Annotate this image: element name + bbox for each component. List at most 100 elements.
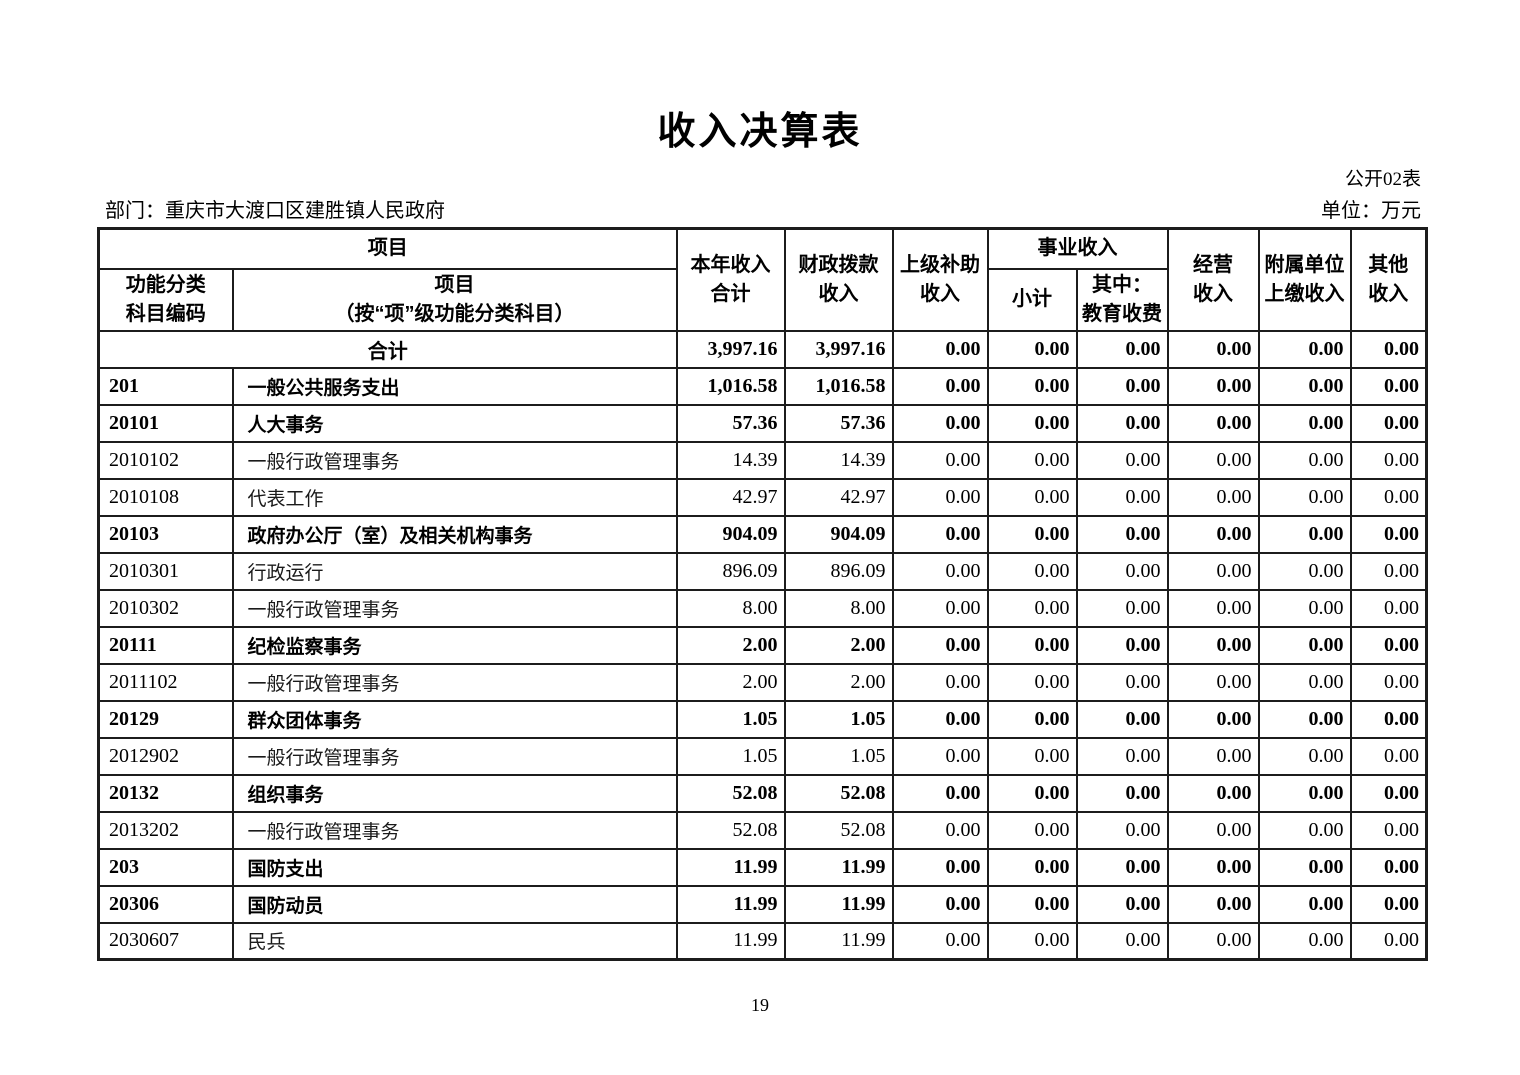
- value-cell: 57.36: [675, 403, 786, 443]
- revenue-table: 项目 本年收入 合计 财政拨款 收入 上级补助 收入 事业收入 经营 收入 附属…: [97, 227, 1428, 961]
- row-item-name: 国防支出: [231, 847, 678, 887]
- value-cell: 0.00: [1075, 773, 1169, 813]
- value-cell: 0.00: [891, 847, 989, 887]
- value-cell: 0.00: [891, 736, 989, 776]
- table-row: 2010102 一般行政管理事务 14.39 14.39 0.00 0.00 0.00 0.0…: [97, 440, 1428, 480]
- value-cell: 11.99: [783, 921, 894, 961]
- value-cell: 0.00: [1166, 921, 1260, 961]
- value-cell: 42.97: [783, 477, 894, 517]
- value-cell: 0.00: [1349, 773, 1428, 813]
- value-cell: 0.00: [1166, 699, 1260, 739]
- table-row: 2012902 一般行政管理事务 1.05 1.05 0.00 0.00 0.00 0.00 0…: [97, 736, 1428, 776]
- table-row: 2030607 民兵 11.99 11.99 0.00 0.00 0.00 0.00 0.00 0…: [97, 921, 1428, 961]
- value-cell: 0.00: [986, 773, 1078, 813]
- value-cell: 0.00: [1166, 514, 1260, 554]
- value-cell: 0.00: [891, 773, 989, 813]
- row-function-code: 2012902: [97, 736, 234, 776]
- value-cell: 11.99: [783, 884, 894, 924]
- value-cell: 0.00: [1257, 514, 1352, 554]
- value-cell: 0.00: [1257, 588, 1352, 628]
- value-cell: 11.99: [675, 847, 786, 887]
- value-cell: 0.00: [1257, 736, 1352, 776]
- value-cell: 904.09: [675, 514, 786, 554]
- table-row: 2010108 代表工作 42.97 42.97 0.00 0.00 0.00 0.00 0.0…: [97, 477, 1428, 517]
- value-cell: 0.00: [1257, 329, 1352, 369]
- value-cell: 904.09: [783, 514, 894, 554]
- value-cell: 0.00: [986, 736, 1078, 776]
- row-item-name: 民兵: [231, 921, 678, 961]
- value-cell: 0.00: [986, 884, 1078, 924]
- department-label: 部门：重庆市大渡口区建胜镇人民政府: [105, 200, 445, 222]
- value-cell: 0.00: [1075, 551, 1169, 591]
- header-fiscal-appropriation: 财政拨款 收入: [783, 227, 894, 332]
- value-cell: 0.00: [1257, 699, 1352, 739]
- value-cell: 0.00: [1349, 440, 1428, 480]
- row-function-code: 20103: [97, 514, 234, 554]
- unit-label: 单位：万元: [1321, 200, 1421, 222]
- row-function-code: 2011102: [97, 662, 234, 702]
- value-cell: 0.00: [1075, 847, 1169, 887]
- table-row: 2013202 一般行政管理事务 52.08 52.08 0.00 0.00 0.00 0.0…: [97, 810, 1428, 850]
- row-function-code: 201: [97, 366, 234, 406]
- value-cell: 1.05: [783, 699, 894, 739]
- value-cell: 2.00: [675, 662, 786, 702]
- value-cell: 0.00: [1257, 625, 1352, 665]
- table-row: 合计 3,997.16 3,997.16 0.00 0.00 0.00 0.00 0.00 0.…: [97, 329, 1428, 369]
- value-cell: 0.00: [986, 588, 1078, 628]
- value-cell: 0.00: [1257, 477, 1352, 517]
- value-cell: 0.00: [1075, 329, 1169, 369]
- value-cell: 896.09: [783, 551, 894, 591]
- value-cell: 1,016.58: [675, 366, 786, 406]
- value-cell: 11.99: [675, 921, 786, 961]
- row-function-code: 20129: [97, 699, 234, 739]
- value-cell: 0.00: [891, 810, 989, 850]
- page-number: 19: [751, 995, 769, 1015]
- value-cell: 0.00: [1349, 403, 1428, 443]
- value-cell: 0.00: [1166, 551, 1260, 591]
- value-cell: 0.00: [1257, 921, 1352, 961]
- value-cell: 14.39: [675, 440, 786, 480]
- table-body: 合计 3,997.16 3,997.16 0.00 0.00 0.00 0.00 0.00 0.…: [97, 329, 1428, 961]
- value-cell: 0.00: [891, 403, 989, 443]
- value-cell: 0.00: [1257, 810, 1352, 850]
- value-cell: 52.08: [783, 773, 894, 813]
- value-cell: 0.00: [1349, 329, 1428, 369]
- value-cell: 0.00: [986, 403, 1078, 443]
- table-row: 20103 政府办公厅（室）及相关机构事务 904.09 904.09 0.00 0.00…: [97, 514, 1428, 554]
- header-project-group: 项目: [97, 227, 678, 270]
- row-item-name: 一般行政管理事务: [231, 810, 678, 850]
- row-item-name: 代表工作: [231, 477, 678, 517]
- value-cell: 0.00: [1349, 625, 1428, 665]
- value-cell: 0.00: [986, 514, 1078, 554]
- value-cell: 0.00: [1349, 921, 1428, 961]
- value-cell: 0.00: [1166, 662, 1260, 702]
- value-cell: 0.00: [1075, 736, 1169, 776]
- value-cell: 0.00: [1075, 884, 1169, 924]
- value-cell: 0.00: [1075, 662, 1169, 702]
- value-cell: 0.00: [1349, 847, 1428, 887]
- value-cell: 0.00: [891, 625, 989, 665]
- value-cell: 0.00: [1166, 477, 1260, 517]
- value-cell: 0.00: [1257, 773, 1352, 813]
- value-cell: 0.00: [1349, 699, 1428, 739]
- value-cell: 11.99: [675, 884, 786, 924]
- value-cell: 0.00: [1166, 884, 1260, 924]
- value-cell: 0.00: [1166, 736, 1260, 776]
- value-cell: 57.36: [783, 403, 894, 443]
- value-cell: 3,997.16: [675, 329, 786, 369]
- row-total-label: 合计: [97, 329, 678, 369]
- row-item-name: 行政运行: [231, 551, 678, 591]
- row-item-name: 国防动员: [231, 884, 678, 924]
- header-operating-income: 经营 收入: [1166, 227, 1260, 332]
- value-cell: 0.00: [891, 329, 989, 369]
- header-other-income: 其他 收入: [1349, 227, 1428, 332]
- value-cell: 0.00: [891, 699, 989, 739]
- value-cell: 8.00: [675, 588, 786, 628]
- row-function-code: 203: [97, 847, 234, 887]
- value-cell: 3,997.16: [783, 329, 894, 369]
- value-cell: 8.00: [783, 588, 894, 628]
- row-item-name: 一般行政管理事务: [231, 736, 678, 776]
- row-function-code: 2010102: [97, 440, 234, 480]
- header-row-2: 功能分类 科目编码 项目 （按“项”级功能分类科目） 小计 其中： 教育收费: [97, 267, 1427, 332]
